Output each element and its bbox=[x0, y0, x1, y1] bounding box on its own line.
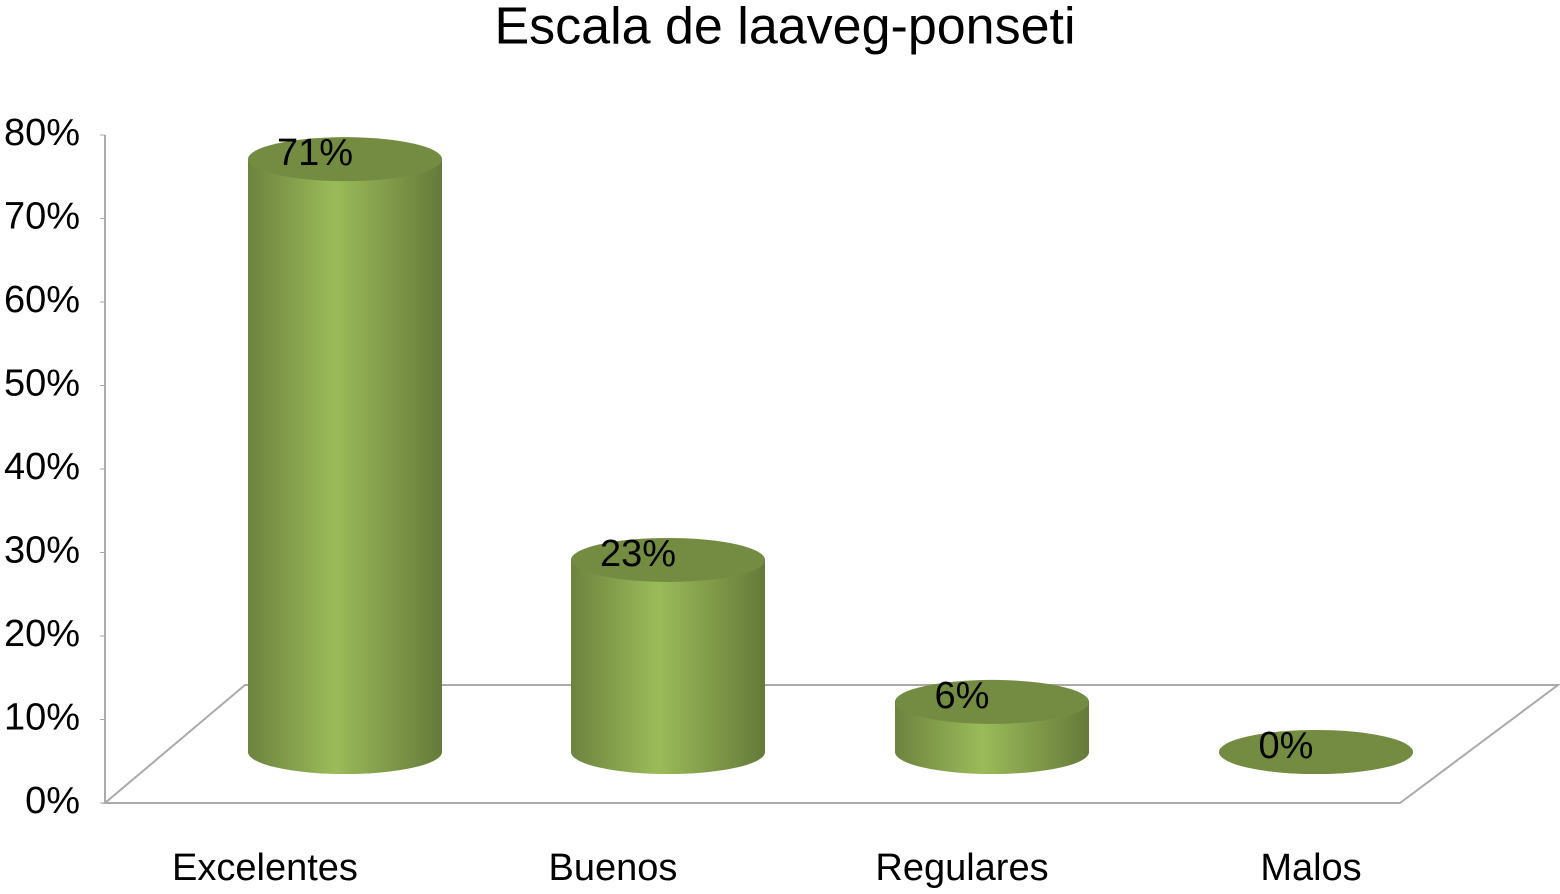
cylinder-top-shade bbox=[571, 537, 765, 582]
x-tick-label: Malos bbox=[1260, 847, 1361, 889]
cylinder-top-shade bbox=[248, 137, 442, 182]
y-tick-label: 0% bbox=[25, 780, 80, 822]
cylinder-top bbox=[248, 137, 442, 182]
cylinder-top-shade bbox=[1219, 730, 1413, 774]
x-tick-label: Excelentes bbox=[172, 847, 358, 889]
cylinder-shade bbox=[248, 159, 442, 774]
cylinder-top bbox=[1219, 730, 1413, 774]
value-label: 23% bbox=[600, 533, 676, 575]
y-tick-label: 10% bbox=[4, 697, 80, 739]
chart-title: Escala de laaveg-ponseti bbox=[494, 0, 1075, 56]
floor bbox=[102, 684, 1560, 804]
y-tick-label: 30% bbox=[4, 530, 80, 572]
y-tick-label: 40% bbox=[4, 446, 80, 488]
value-label: 0% bbox=[1259, 725, 1314, 767]
x-tick-label: Regulares bbox=[875, 847, 1048, 889]
cylinder-top bbox=[895, 679, 1089, 724]
y-tick-label: 70% bbox=[4, 196, 80, 238]
cylinder-top-shade bbox=[895, 679, 1089, 724]
y-tick-label: 80% bbox=[4, 112, 80, 154]
x-tick-label: Buenos bbox=[549, 847, 678, 889]
y-tick-label: 20% bbox=[4, 613, 80, 655]
y-tick-label: 50% bbox=[4, 363, 80, 405]
value-label: 71% bbox=[277, 132, 353, 174]
cylinder-top bbox=[571, 537, 765, 582]
value-label: 6% bbox=[935, 675, 990, 717]
y-tick-label: 60% bbox=[4, 279, 80, 321]
cylinder-shade bbox=[571, 559, 765, 774]
